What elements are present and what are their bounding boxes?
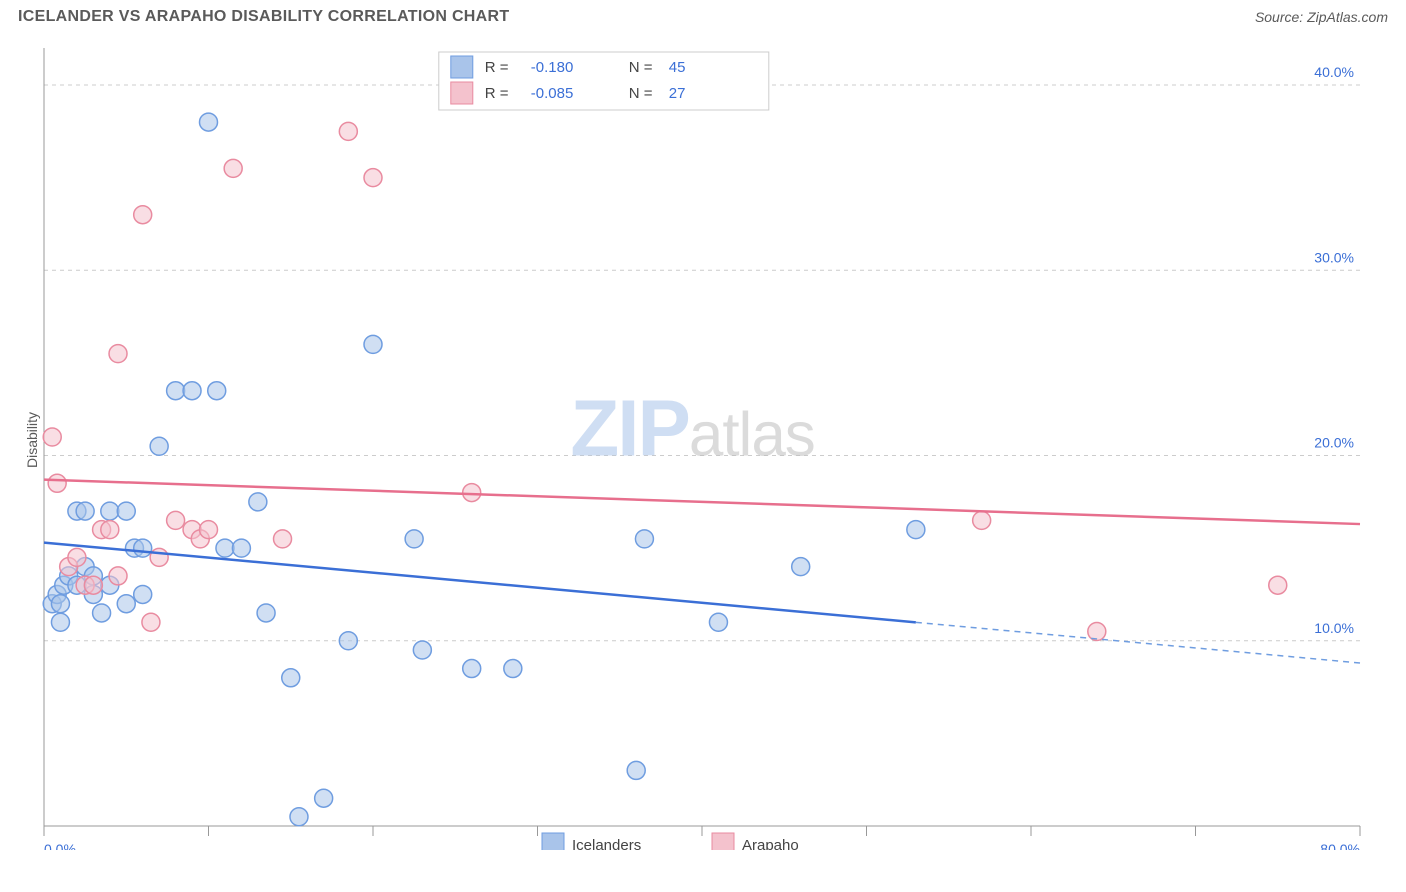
- data-point: [117, 595, 135, 613]
- data-point: [167, 511, 185, 529]
- data-point: [51, 595, 69, 613]
- data-point: [504, 660, 522, 678]
- legend-n-value: 45: [669, 59, 686, 76]
- legend-r-value: -0.180: [531, 59, 574, 76]
- y-axis-label: Disability: [24, 412, 40, 468]
- y-tick-label: 30.0%: [1314, 249, 1354, 265]
- data-point: [76, 502, 94, 520]
- data-point: [413, 641, 431, 659]
- data-point: [339, 122, 357, 140]
- x-tick-label: 0.0%: [44, 841, 76, 850]
- legend-r-label: R =: [485, 85, 509, 102]
- data-point: [117, 502, 135, 520]
- data-point: [249, 493, 267, 511]
- data-point: [405, 530, 423, 548]
- legend-n-label: N =: [629, 85, 653, 102]
- data-point: [101, 502, 119, 520]
- data-point: [48, 474, 66, 492]
- data-point: [167, 382, 185, 400]
- data-point: [109, 345, 127, 363]
- data-point: [257, 604, 275, 622]
- data-point: [792, 558, 810, 576]
- data-point: [208, 382, 226, 400]
- watermark: ZIPatlas: [570, 384, 814, 473]
- data-point: [183, 382, 201, 400]
- data-point: [134, 539, 152, 557]
- chart-source: Source: ZipAtlas.com: [1255, 9, 1388, 25]
- data-point: [142, 613, 160, 631]
- data-point: [364, 335, 382, 353]
- data-point: [51, 613, 69, 631]
- data-point: [224, 159, 242, 177]
- data-point: [134, 585, 152, 603]
- data-point: [907, 521, 925, 539]
- scatter-chart-svg: ZIPatlas 0.0% 80.0% 10.0% 20.0% 30.0% 40.0% R =…: [0, 30, 1406, 850]
- data-point: [109, 567, 127, 585]
- data-point: [84, 576, 102, 594]
- data-point: [282, 669, 300, 687]
- data-point: [1269, 576, 1287, 594]
- data-point: [339, 632, 357, 650]
- data-point: [43, 428, 61, 446]
- legend-r-label: R =: [485, 59, 509, 76]
- legend-n-value: 27: [669, 85, 686, 102]
- data-point: [134, 206, 152, 224]
- data-point: [627, 761, 645, 779]
- chart-title: ICELANDER VS ARAPAHO DISABILITY CORRELAT…: [18, 8, 509, 26]
- data-point: [463, 484, 481, 502]
- data-point: [364, 169, 382, 187]
- data-point: [232, 539, 250, 557]
- x-tick-label: 80.0%: [1320, 841, 1360, 850]
- y-tick-label: 10.0%: [1314, 620, 1354, 636]
- data-point: [216, 539, 234, 557]
- legend-r-value: -0.085: [531, 85, 574, 102]
- chart-area: Disability ZIPatlas 0.0% 80.0% 10.0% 20.0% 30…: [0, 30, 1406, 850]
- legend-series-label: Arapaho: [742, 837, 799, 850]
- legend-swatch: [542, 833, 564, 850]
- data-point: [274, 530, 292, 548]
- data-point: [93, 604, 111, 622]
- legend-swatch: [451, 56, 473, 78]
- data-point: [973, 511, 991, 529]
- data-point: [150, 437, 168, 455]
- y-tick-label: 20.0%: [1314, 435, 1354, 451]
- data-point: [315, 789, 333, 807]
- legend-series-label: Icelanders: [572, 837, 641, 850]
- data-point: [290, 808, 308, 826]
- regression-line-icelanders: [44, 543, 916, 623]
- data-point: [150, 548, 168, 566]
- y-tick-label: 40.0%: [1314, 64, 1354, 80]
- legend-swatch: [451, 82, 473, 104]
- data-point: [200, 113, 218, 131]
- data-point: [68, 548, 86, 566]
- legend-n-label: N =: [629, 59, 653, 76]
- data-point: [709, 613, 727, 631]
- chart-header: ICELANDER VS ARAPAHO DISABILITY CORRELAT…: [0, 0, 1406, 30]
- regression-line-arapaho: [44, 480, 1360, 524]
- legend-swatch: [712, 833, 734, 850]
- data-point: [1088, 623, 1106, 641]
- data-point: [635, 530, 653, 548]
- regression-line-icelanders-extrapolated: [916, 622, 1360, 663]
- data-point: [101, 521, 119, 539]
- data-point: [200, 521, 218, 539]
- data-point: [463, 660, 481, 678]
